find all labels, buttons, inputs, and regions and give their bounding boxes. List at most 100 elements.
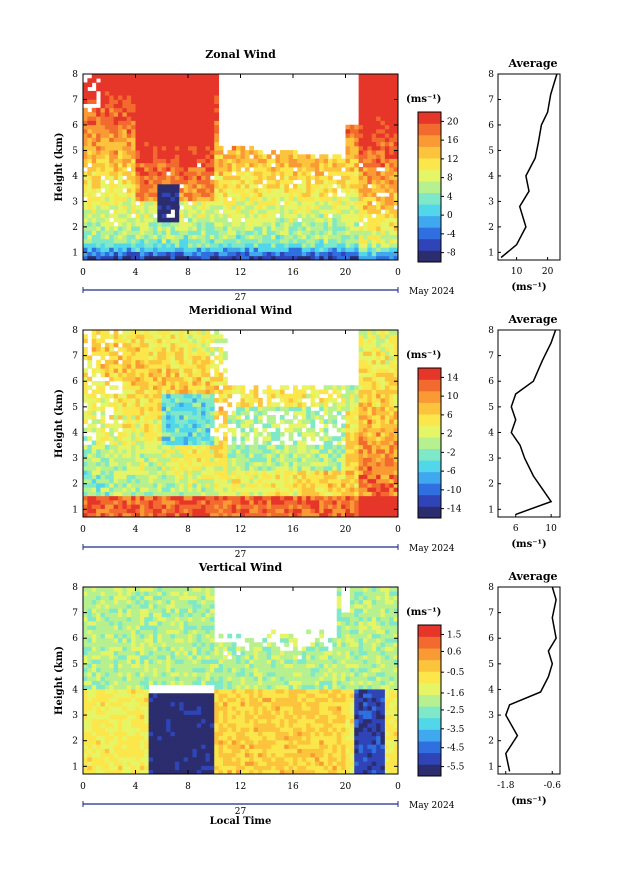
average-line — [500, 73, 558, 259]
heatmap-cell — [104, 432, 110, 437]
heatmap-cell — [201, 213, 206, 219]
heatmap-cell — [174, 183, 180, 189]
heatmap-cell — [157, 483, 163, 488]
heatmap-cell — [96, 483, 101, 488]
heatmap-cell — [139, 512, 145, 518]
heatmap-cell — [393, 150, 399, 155]
heatmap-cell — [174, 133, 180, 138]
heatmap-cell — [183, 205, 189, 210]
heatmap-cell — [380, 90, 386, 96]
heatmap-cell — [135, 389, 141, 395]
heatmap-cell — [293, 243, 298, 248]
heatmap-cell — [223, 419, 228, 424]
heatmap-cell — [126, 500, 132, 505]
heatmap-cell — [262, 389, 268, 395]
heatmap-cell — [188, 251, 193, 257]
heatmap-cell — [157, 86, 163, 92]
heatmap-cell — [258, 410, 263, 416]
heatmap-cell — [271, 449, 276, 454]
heatmap-cell — [205, 188, 211, 193]
heatmap-cell — [122, 145, 128, 151]
heatmap-cell — [201, 466, 206, 471]
heatmap-cell — [100, 393, 106, 399]
heatmap-cell — [122, 419, 128, 424]
heatmap-cell — [367, 175, 373, 181]
heatmap-cell — [328, 171, 333, 176]
heatmap-cell — [139, 351, 145, 356]
heatmap-cell — [266, 402, 272, 407]
heatmap-cell — [104, 500, 110, 505]
heatmap-cell — [131, 128, 136, 134]
heatmap-cell — [113, 120, 119, 126]
heatmap-cell — [371, 406, 377, 412]
heatmap-cell — [253, 162, 259, 168]
heatmap-cell — [179, 427, 185, 433]
heatmap-cell — [83, 107, 88, 113]
heatmap-cell — [336, 440, 342, 446]
heatmap-cell — [314, 251, 320, 257]
heatmap-cell — [358, 512, 364, 518]
heatmap-cell — [153, 423, 158, 429]
heatmap-cell — [336, 238, 342, 244]
heatmap-cell — [183, 355, 189, 361]
heatmap-cell — [83, 141, 88, 147]
heatmap-cell — [122, 86, 128, 92]
heatmap-cell — [209, 474, 215, 480]
heatmap-cell — [157, 243, 163, 248]
heatmap-cell — [367, 372, 373, 378]
heatmap-cell — [144, 342, 150, 348]
heatmap-cell — [126, 154, 132, 159]
heatmap-cell — [91, 410, 97, 416]
heatmap-cell — [306, 415, 311, 420]
heatmap-cell — [266, 500, 272, 505]
heatmap-cell — [104, 133, 110, 138]
heatmap-cell — [332, 453, 338, 458]
heatmap-cell — [258, 150, 263, 155]
heatmap-cell — [183, 427, 189, 433]
heatmap-cell — [341, 483, 346, 488]
heatmap-cell — [179, 351, 185, 356]
heatmap-cell — [393, 103, 399, 109]
heatmap-cell — [253, 478, 259, 484]
heatmap-cell — [104, 461, 110, 467]
heatmap-cell — [100, 247, 106, 252]
heatmap-cell — [354, 432, 360, 437]
heatmap-cell — [122, 158, 128, 164]
heatmap-cell — [205, 427, 211, 433]
heatmap-cell — [109, 487, 115, 492]
heatmap-cell — [157, 179, 163, 185]
heatmap-cell — [188, 128, 193, 134]
heatmap-cell — [349, 247, 355, 252]
heatmap-cell — [139, 419, 145, 424]
heatmap-cell — [253, 192, 259, 197]
heatmap-cell — [236, 158, 241, 164]
heatmap-cell — [209, 478, 215, 484]
heatmap-cell — [188, 158, 193, 164]
heatmap-cell — [284, 255, 290, 261]
heatmap-cell — [144, 483, 150, 488]
heatmap-cell — [109, 103, 115, 109]
heatmap-cell — [214, 175, 220, 181]
heatmap-cell — [328, 158, 333, 164]
heatmap-cell — [275, 461, 281, 467]
heatmap-cell — [174, 158, 180, 164]
heatmap-cell — [126, 145, 132, 151]
heatmap-cell — [188, 120, 193, 126]
heatmap-cell — [236, 449, 241, 454]
heatmap-cell — [240, 440, 246, 446]
heatmap-cell — [179, 247, 185, 252]
heatmap-cell — [100, 221, 106, 227]
heatmap-cell — [358, 376, 364, 382]
heatmap-cell — [349, 167, 355, 172]
heatmap-cell — [284, 491, 290, 497]
heatmap-cell — [126, 162, 132, 168]
heatmap-cell — [393, 167, 399, 172]
heatmap-cell — [183, 145, 189, 151]
heatmap-cell — [166, 145, 171, 151]
heatmap-cell — [148, 74, 154, 79]
heatmap-cell — [113, 338, 119, 344]
heatmap-cell — [91, 200, 97, 206]
heatmap-cell — [179, 347, 185, 352]
